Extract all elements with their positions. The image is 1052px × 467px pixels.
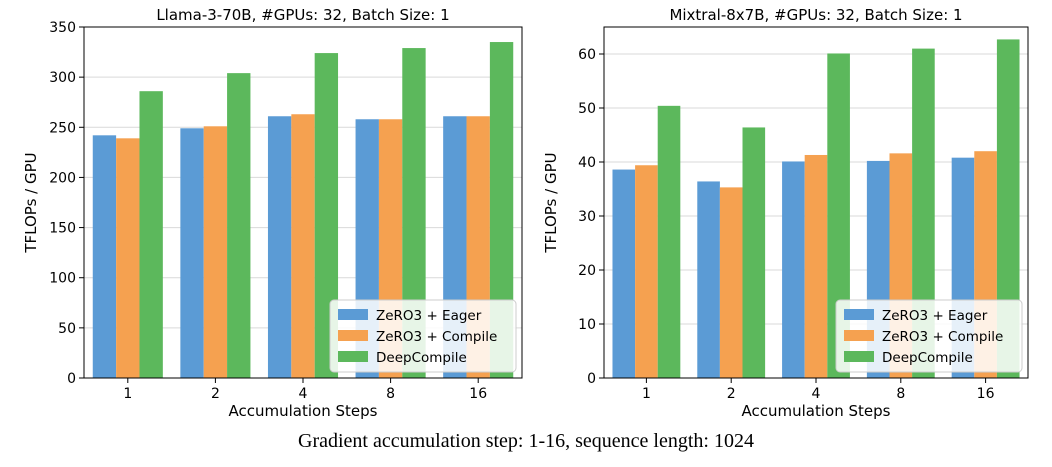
legend-label: ZeRO3 + Compile (882, 329, 1003, 345)
y-axis-label: TFLOPs / GPU (542, 152, 560, 253)
y-tick-label: 10 (578, 317, 596, 333)
bar-deepcompile (139, 91, 163, 378)
y-tick-label: 50 (58, 321, 76, 337)
y-tick-label: 0 (587, 371, 596, 387)
bar-deepcompile (827, 53, 850, 379)
bar-zero3-eager (782, 161, 805, 378)
chart-2: Mixtral-8x7B, #GPUs: 32, Batch Size: 1 0 1… (542, 6, 1029, 420)
figure-caption: Gradient accumulation step: 1-16, sequen… (298, 430, 754, 452)
chart-title: Mixtral-8x7B, #GPUs: 32, Batch Size: 1 (669, 6, 962, 24)
y-tick-label: 60 (578, 47, 596, 63)
chart-1: Llama-3-70B, #GPUs: 32, Batch Size: 1 0 50… (22, 6, 523, 420)
plot-frame (603, 26, 1029, 379)
bar-zero3-compile (804, 154, 828, 378)
y-tick-label: 0 (67, 371, 76, 387)
y-tick-label: 40 (578, 155, 596, 171)
x-tick-label: 8 (896, 386, 905, 402)
x-tick-label: 4 (299, 386, 308, 402)
legend-swatch (844, 330, 874, 341)
plot-frame (83, 26, 523, 379)
x-tick-label: 2 (727, 386, 736, 402)
x-tick-label: 2 (211, 386, 220, 402)
bar-zero3-compile (719, 187, 743, 378)
bar-deepcompile (489, 42, 514, 379)
bar-deepcompile (912, 48, 935, 378)
x-axis-label: Accumulation Steps (742, 402, 891, 420)
y-tick-label: 250 (49, 120, 76, 136)
x-tick-label: 1 (642, 386, 651, 402)
x-tick-label: 1 (123, 386, 132, 402)
y-tick-label: 150 (49, 221, 76, 237)
legend: ZeRO3 + Eager ZeRO3 + Compile DeepCompile (329, 299, 517, 373)
legend-box (329, 299, 517, 373)
legend-swatch (844, 351, 874, 362)
bar-zero3-eager (180, 128, 204, 378)
bar-zero3-eager (92, 135, 117, 378)
legend-swatch (338, 351, 368, 362)
bar-deepcompile (657, 105, 681, 378)
y-tick-label: 30 (578, 209, 596, 225)
x-tick-label: 16 (469, 386, 487, 402)
bar-zero3-eager (697, 181, 720, 378)
legend-label: DeepCompile (882, 350, 973, 366)
bar-deepcompile (996, 39, 1020, 379)
legend-swatch (338, 330, 368, 341)
legend-swatch (844, 309, 874, 320)
legend-swatch (338, 309, 368, 320)
bar-zero3-compile (291, 114, 315, 379)
bar-zero3-compile (203, 126, 228, 378)
x-tick-label: 4 (812, 386, 821, 402)
y-tick-label: 100 (49, 271, 76, 287)
bar-deepcompile (227, 73, 251, 378)
y-axis-label: TFLOPs / GPU (22, 152, 40, 253)
bar-zero3-eager (267, 116, 292, 379)
x-tick-label: 8 (386, 386, 395, 402)
bar-deepcompile (402, 48, 426, 379)
legend-box (835, 299, 1023, 373)
y-tick-label: 20 (578, 263, 596, 279)
bar-zero3-eager (612, 169, 636, 378)
y-tick-label: 200 (49, 170, 76, 186)
x-axis-label: Accumulation Steps (229, 402, 378, 420)
bar-deepcompile (314, 53, 339, 379)
y-tick-label: 350 (49, 20, 76, 36)
bar-zero3-compile (116, 138, 140, 378)
legend-label: DeepCompile (376, 350, 467, 366)
x-tick-label: 16 (977, 386, 995, 402)
bar-zero3-compile (635, 165, 658, 378)
legend-label: ZeRO3 + Eager (376, 308, 482, 324)
legend-label: ZeRO3 + Eager (882, 308, 988, 324)
charts-svg: Llama-3-70B, #GPUs: 32, Batch Size: 1 0 50… (22, 6, 1029, 420)
legend-label: ZeRO3 + Compile (376, 329, 497, 345)
bar-deepcompile (742, 127, 766, 378)
y-tick-label: 300 (49, 70, 76, 86)
legend: ZeRO3 + Eager ZeRO3 + Compile DeepCompile (835, 299, 1023, 373)
chart-title: Llama-3-70B, #GPUs: 32, Batch Size: 1 (156, 6, 449, 24)
y-tick-label: 50 (578, 101, 596, 117)
